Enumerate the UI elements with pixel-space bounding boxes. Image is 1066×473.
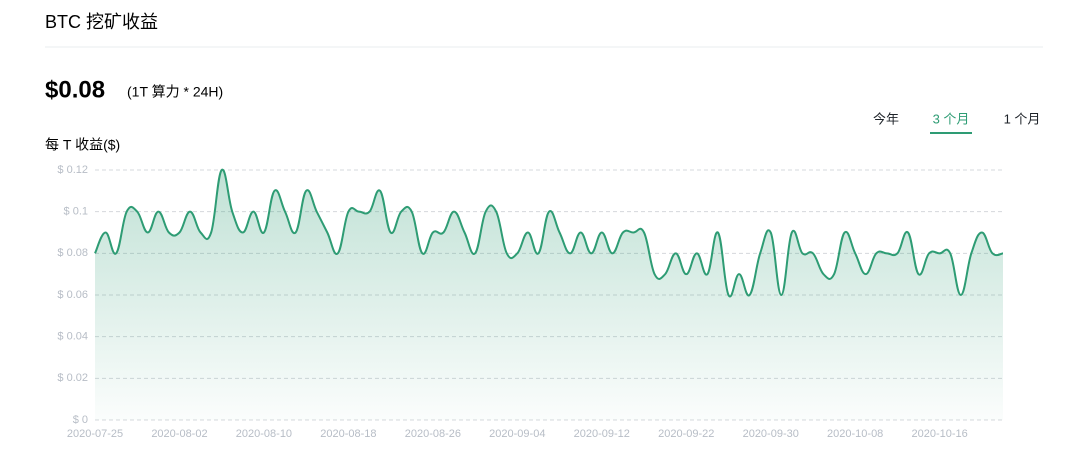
x-tick-label: 2020-09-04: [489, 428, 545, 440]
page-title: BTC 挖矿收益: [45, 12, 158, 32]
y-tick-label: $ 0.1: [64, 206, 88, 218]
y-tick-label: $ 0: [73, 414, 88, 426]
x-tick-label: 2020-09-30: [743, 428, 799, 440]
y-tick-label: $ 0.12: [57, 164, 88, 176]
y-tick-label: $ 0.04: [57, 331, 88, 343]
x-tick-label: 2020-10-16: [912, 428, 968, 440]
x-tick-label: 2020-08-26: [405, 428, 461, 440]
x-tick-label: 2020-09-22: [658, 428, 714, 440]
y-tick-label: $ 0.06: [57, 289, 88, 301]
x-tick-label: 2020-08-02: [151, 428, 207, 440]
x-tick-label: 2020-10-08: [827, 428, 883, 440]
y-tick-label: $ 0.08: [57, 247, 88, 259]
line: [94, 168, 1004, 298]
y-axis-title: 每 T 收益($): [45, 137, 120, 153]
tab[interactable]: 1 个月: [1004, 111, 1041, 126]
x-tick-label: 2020-08-10: [236, 428, 292, 440]
tab[interactable]: 3 个月: [933, 111, 970, 126]
x-tick-label: 2020-07-25: [67, 428, 123, 440]
y-tick-label: $ 0.02: [57, 372, 88, 384]
x-tick-label: 2020-09-12: [574, 428, 630, 440]
tab[interactable]: 今年: [873, 111, 899, 126]
x-tick-label: 2020-08-18: [320, 428, 376, 440]
summary-value: $0.08: [45, 76, 105, 103]
area: [95, 169, 1003, 420]
summary-note: (1T 算力 * 24H): [127, 84, 223, 100]
